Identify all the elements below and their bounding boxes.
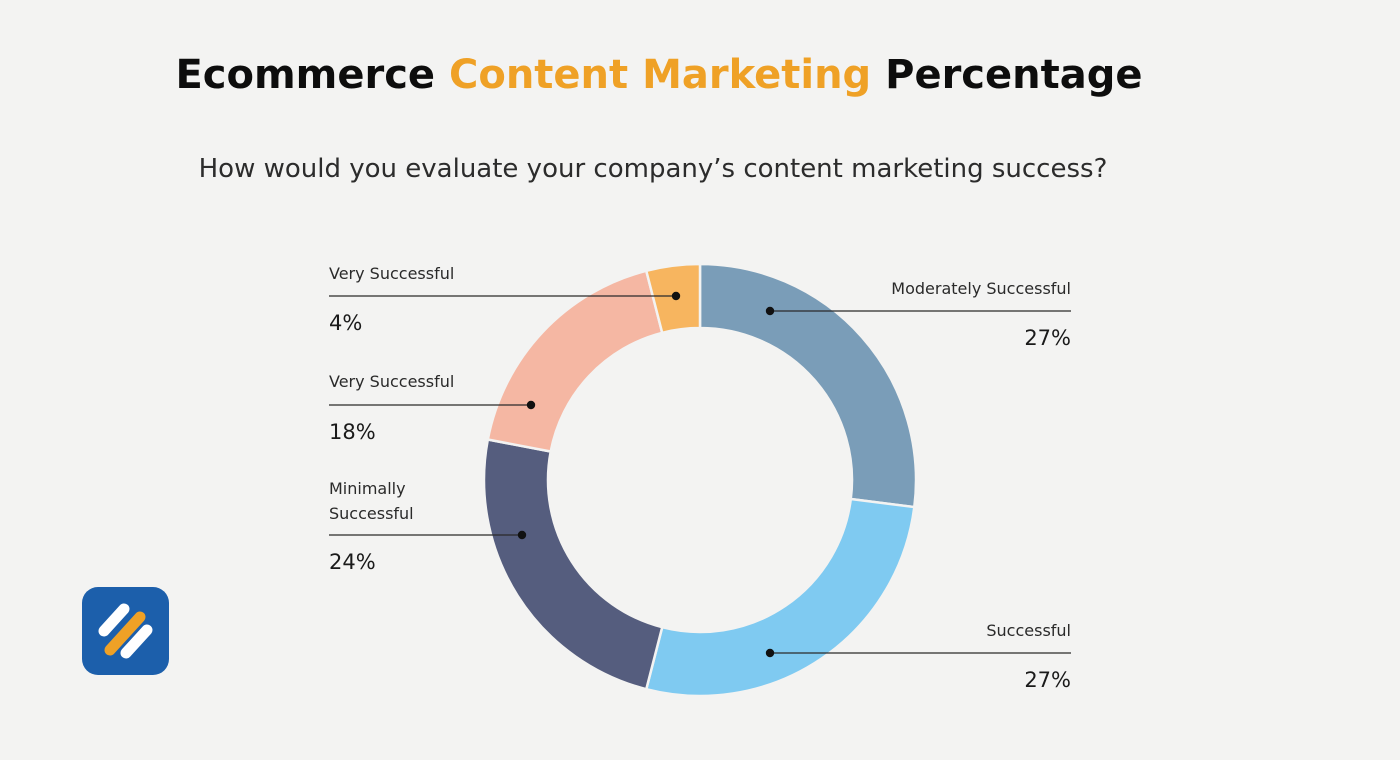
slice-label: Minimally Successful bbox=[329, 479, 414, 523]
donut-slice bbox=[486, 269, 664, 453]
leader-dot bbox=[765, 648, 775, 658]
donut-slice bbox=[698, 262, 918, 509]
slice-value-label: 27% bbox=[1024, 668, 1071, 692]
leader-dot bbox=[671, 291, 681, 301]
slice-label: Moderately Successful bbox=[891, 279, 1071, 298]
slice-value-label: 27% bbox=[1024, 326, 1071, 350]
leader-dot bbox=[526, 400, 536, 410]
slice-label: Very Successful bbox=[329, 372, 454, 391]
donut-slice bbox=[482, 438, 664, 691]
slice-value-label: 24% bbox=[329, 550, 376, 574]
slanted-stripes-logo-icon bbox=[98, 603, 153, 659]
title-part-3: Percentage bbox=[871, 52, 1143, 98]
leader-dot bbox=[517, 530, 527, 540]
slice-label: Very Successful bbox=[329, 264, 454, 283]
title-accent: Content Marketing bbox=[448, 52, 872, 98]
slice-value-label: 4% bbox=[329, 311, 362, 335]
chart-title: Ecommerce Content Marketing Percentage bbox=[0, 52, 1318, 98]
slice-label: Successful bbox=[986, 621, 1071, 640]
chart-subtitle: How would you evaluate your company’s co… bbox=[198, 154, 1108, 184]
slice-value-label: 18% bbox=[329, 420, 376, 444]
leader-dot bbox=[765, 306, 775, 316]
title-part-1: Ecommerce bbox=[175, 52, 449, 98]
brand-logo bbox=[82, 587, 169, 675]
donut-slice bbox=[644, 497, 916, 698]
